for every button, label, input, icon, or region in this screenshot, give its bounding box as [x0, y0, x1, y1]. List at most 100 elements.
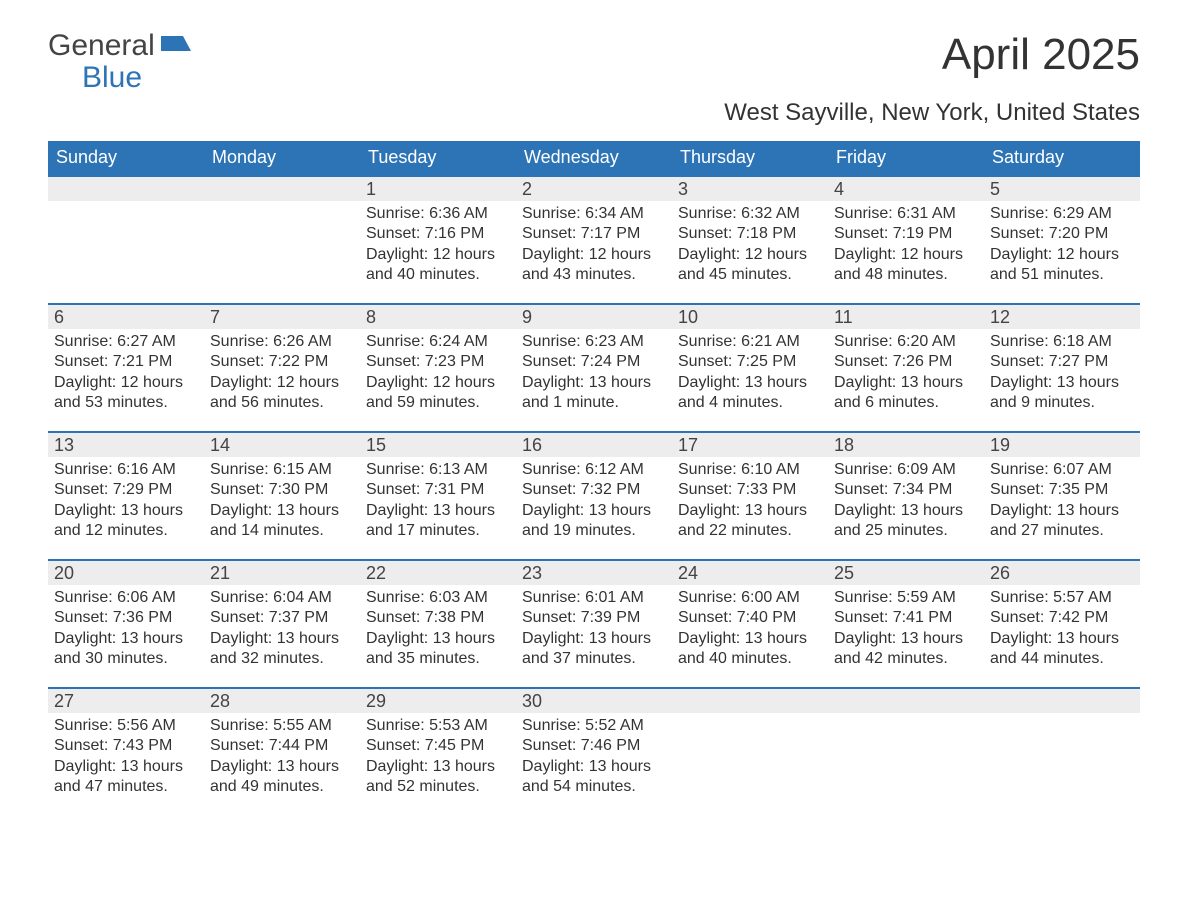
day-header: Thursday — [672, 141, 828, 175]
cell-line: Sunrise: 5:52 AM — [522, 716, 666, 736]
cell-line: Daylight: 13 hours — [210, 501, 354, 521]
cell-line: and 40 minutes. — [366, 265, 510, 285]
day-number: 28 — [204, 689, 360, 713]
calendar-cell: 25Sunrise: 5:59 AMSunset: 7:41 PMDayligh… — [828, 561, 984, 685]
calendar-cell: 28Sunrise: 5:55 AMSunset: 7:44 PMDayligh… — [204, 689, 360, 813]
cell-line: Sunset: 7:26 PM — [834, 352, 978, 372]
cell-line: Sunset: 7:37 PM — [210, 608, 354, 628]
cell-line: Sunrise: 6:23 AM — [522, 332, 666, 352]
day-number: 6 — [48, 305, 204, 329]
day-number: 15 — [360, 433, 516, 457]
cell-line: and 49 minutes. — [210, 777, 354, 797]
day-number: 9 — [516, 305, 672, 329]
day-number: 1 — [360, 177, 516, 201]
week-row: 13Sunrise: 6:16 AMSunset: 7:29 PMDayligh… — [48, 431, 1140, 557]
calendar-cell: 15Sunrise: 6:13 AMSunset: 7:31 PMDayligh… — [360, 433, 516, 557]
cell-details: Sunrise: 6:16 AMSunset: 7:29 PMDaylight:… — [48, 457, 204, 546]
cell-line: Sunrise: 6:07 AM — [990, 460, 1134, 480]
cell-line: Daylight: 13 hours — [54, 757, 198, 777]
cell-details: Sunrise: 6:06 AMSunset: 7:36 PMDaylight:… — [48, 585, 204, 674]
cell-line: Sunset: 7:24 PM — [522, 352, 666, 372]
calendar-cell: 13Sunrise: 6:16 AMSunset: 7:29 PMDayligh… — [48, 433, 204, 557]
cell-line: Sunrise: 6:20 AM — [834, 332, 978, 352]
cell-line: Daylight: 13 hours — [210, 629, 354, 649]
calendar-cell: 22Sunrise: 6:03 AMSunset: 7:38 PMDayligh… — [360, 561, 516, 685]
cell-line: Daylight: 13 hours — [990, 373, 1134, 393]
cell-details: Sunrise: 5:53 AMSunset: 7:45 PMDaylight:… — [360, 713, 516, 802]
cell-line: Sunset: 7:41 PM — [834, 608, 978, 628]
day-number: 19 — [984, 433, 1140, 457]
cell-line: Daylight: 13 hours — [678, 501, 822, 521]
day-number: 2 — [516, 177, 672, 201]
cell-line: Sunset: 7:21 PM — [54, 352, 198, 372]
calendar-cell: 2Sunrise: 6:34 AMSunset: 7:17 PMDaylight… — [516, 177, 672, 301]
calendar-cell: 5Sunrise: 6:29 AMSunset: 7:20 PMDaylight… — [984, 177, 1140, 301]
cell-line: and 48 minutes. — [834, 265, 978, 285]
cell-details: Sunrise: 6:20 AMSunset: 7:26 PMDaylight:… — [828, 329, 984, 418]
empty-day-band — [828, 689, 984, 713]
cell-line: Daylight: 12 hours — [210, 373, 354, 393]
calendar-cell: 18Sunrise: 6:09 AMSunset: 7:34 PMDayligh… — [828, 433, 984, 557]
cell-details: Sunrise: 6:09 AMSunset: 7:34 PMDaylight:… — [828, 457, 984, 546]
cell-line: and 22 minutes. — [678, 521, 822, 541]
cell-line: Daylight: 13 hours — [54, 501, 198, 521]
day-number: 24 — [672, 561, 828, 585]
cell-line: Sunset: 7:36 PM — [54, 608, 198, 628]
cell-line: and 56 minutes. — [210, 393, 354, 413]
cell-line: and 42 minutes. — [834, 649, 978, 669]
day-header: Saturday — [984, 141, 1140, 175]
day-number: 3 — [672, 177, 828, 201]
calendar-cell: 21Sunrise: 6:04 AMSunset: 7:37 PMDayligh… — [204, 561, 360, 685]
calendar-cell: 11Sunrise: 6:20 AMSunset: 7:26 PMDayligh… — [828, 305, 984, 429]
day-number: 14 — [204, 433, 360, 457]
empty-day-band — [984, 689, 1140, 713]
cell-line: and 30 minutes. — [54, 649, 198, 669]
logo: General Blue — [48, 30, 195, 93]
cell-details: Sunrise: 5:56 AMSunset: 7:43 PMDaylight:… — [48, 713, 204, 802]
calendar-cell: 4Sunrise: 6:31 AMSunset: 7:19 PMDaylight… — [828, 177, 984, 301]
cell-line: Sunrise: 6:16 AM — [54, 460, 198, 480]
day-number: 20 — [48, 561, 204, 585]
cell-details: Sunrise: 6:32 AMSunset: 7:18 PMDaylight:… — [672, 201, 828, 290]
cell-line: Daylight: 12 hours — [366, 373, 510, 393]
week-row: 20Sunrise: 6:06 AMSunset: 7:36 PMDayligh… — [48, 559, 1140, 685]
cell-line: and 53 minutes. — [54, 393, 198, 413]
calendar-cell: 1Sunrise: 6:36 AMSunset: 7:16 PMDaylight… — [360, 177, 516, 301]
cell-details: Sunrise: 5:52 AMSunset: 7:46 PMDaylight:… — [516, 713, 672, 802]
cell-line: Daylight: 13 hours — [522, 757, 666, 777]
cell-line: Sunset: 7:42 PM — [990, 608, 1134, 628]
day-number: 16 — [516, 433, 672, 457]
cell-line: Daylight: 13 hours — [210, 757, 354, 777]
page-title: April 2025 — [942, 30, 1140, 80]
cell-line: Sunset: 7:27 PM — [990, 352, 1134, 372]
calendar-cell — [984, 689, 1140, 813]
calendar-cell — [48, 177, 204, 301]
cell-line: Daylight: 13 hours — [834, 629, 978, 649]
calendar-cell: 26Sunrise: 5:57 AMSunset: 7:42 PMDayligh… — [984, 561, 1140, 685]
day-number: 13 — [48, 433, 204, 457]
calendar-cell: 10Sunrise: 6:21 AMSunset: 7:25 PMDayligh… — [672, 305, 828, 429]
cell-line: and 6 minutes. — [834, 393, 978, 413]
cell-line: and 14 minutes. — [210, 521, 354, 541]
empty-day-band — [204, 177, 360, 201]
cell-line: and 32 minutes. — [210, 649, 354, 669]
cell-line: Daylight: 12 hours — [834, 245, 978, 265]
calendar-cell: 23Sunrise: 6:01 AMSunset: 7:39 PMDayligh… — [516, 561, 672, 685]
calendar-cell: 24Sunrise: 6:00 AMSunset: 7:40 PMDayligh… — [672, 561, 828, 685]
cell-line: Sunset: 7:33 PM — [678, 480, 822, 500]
cell-line: Sunset: 7:18 PM — [678, 224, 822, 244]
cell-line: Sunrise: 6:29 AM — [990, 204, 1134, 224]
cell-line: and 59 minutes. — [366, 393, 510, 413]
cell-line: Sunrise: 6:04 AM — [210, 588, 354, 608]
cell-line: Sunrise: 5:53 AM — [366, 716, 510, 736]
day-number: 5 — [984, 177, 1140, 201]
cell-line: and 27 minutes. — [990, 521, 1134, 541]
cell-line: Sunrise: 6:21 AM — [678, 332, 822, 352]
cell-details: Sunrise: 6:12 AMSunset: 7:32 PMDaylight:… — [516, 457, 672, 546]
cell-line: and 37 minutes. — [522, 649, 666, 669]
cell-line: Sunset: 7:31 PM — [366, 480, 510, 500]
calendar-cell: 8Sunrise: 6:24 AMSunset: 7:23 PMDaylight… — [360, 305, 516, 429]
cell-line: Sunset: 7:23 PM — [366, 352, 510, 372]
cell-line: Daylight: 13 hours — [834, 373, 978, 393]
cell-line: and 40 minutes. — [678, 649, 822, 669]
